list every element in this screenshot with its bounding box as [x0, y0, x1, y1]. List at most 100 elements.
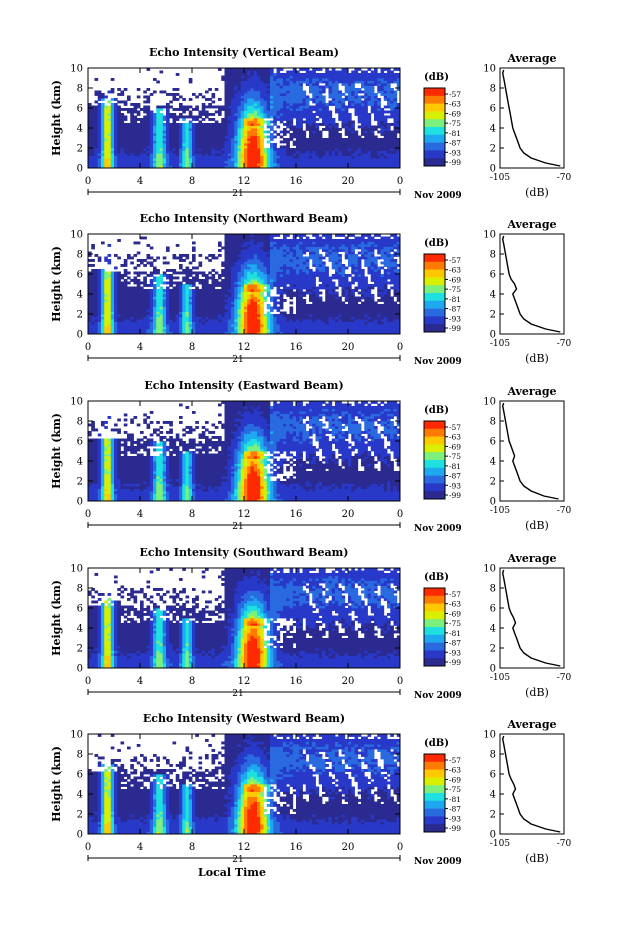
profile-x-label: (dB) [525, 186, 549, 199]
heatmap-cell [208, 259, 212, 262]
heatmap-cell [264, 244, 268, 247]
heatmap-cell [238, 257, 242, 260]
heatmap-cell [117, 138, 121, 141]
heatmap-cell [130, 158, 134, 161]
heatmap-cell [322, 116, 326, 119]
heatmap-cell [264, 103, 268, 106]
heatmap-cell [234, 237, 238, 240]
heatmap-cell [199, 131, 203, 134]
heatmap-cell [260, 237, 264, 240]
heatmap-cell [234, 146, 238, 149]
heatmap-cell [241, 312, 245, 315]
heatmap-cell [260, 254, 264, 257]
heatmap-cell [251, 244, 255, 247]
heatmap-cell [212, 156, 216, 159]
heatmap-cell [98, 287, 102, 290]
heatmap-cell [241, 156, 245, 159]
heatmap-cell [182, 309, 186, 312]
heatmap-cell [212, 126, 216, 129]
heatmap-cell [127, 131, 131, 134]
heatmap-cell [299, 128, 303, 131]
heatmap-cell [208, 141, 212, 144]
heatmap-cell [111, 161, 115, 164]
heatmap-cell [95, 111, 99, 114]
heatmap-cell [108, 126, 112, 129]
heatmap-cell [156, 131, 160, 134]
heatmap-cell [257, 86, 261, 89]
profile-y-tick-label: 10 [483, 64, 496, 75]
heatmap-cell [332, 121, 336, 124]
heatmap-cell [251, 86, 255, 89]
heatmap-cell [332, 153, 336, 156]
heatmap-cell [257, 123, 261, 126]
heatmap-cell [195, 312, 199, 315]
heatmap-cell [260, 324, 264, 327]
heatmap-cell [241, 242, 245, 245]
heatmap-cell [270, 319, 274, 322]
heatmap-cell [254, 329, 258, 332]
heatmap-cell [332, 136, 336, 139]
heatmap-cell [348, 163, 352, 166]
heatmap-cell [364, 156, 368, 159]
heatmap-cell [257, 126, 261, 129]
heatmap-cell [286, 118, 290, 121]
heatmap-cell [303, 73, 307, 76]
heatmap-cell [124, 282, 128, 285]
heatmap-cell [173, 309, 177, 312]
heatmap-cell [218, 146, 222, 149]
heatmap-cell [247, 163, 251, 166]
heatmap-cell [322, 161, 326, 164]
heatmap-cell [247, 252, 251, 255]
heatmap-cell [234, 239, 238, 242]
heatmap-cell [377, 108, 381, 111]
heatmap-cell [143, 307, 147, 310]
profile-x-tick-label: -105 [490, 173, 510, 183]
heatmap-cell [173, 272, 177, 275]
heatmap-cell [335, 136, 339, 139]
heatmap-cell [192, 108, 196, 111]
heatmap-cell [127, 146, 131, 149]
heatmap-cell [254, 259, 258, 262]
heatmap-cell [251, 237, 255, 240]
heatmap-cell [153, 136, 157, 139]
heatmap-cell [277, 158, 281, 161]
heatmap-cell [251, 121, 255, 124]
heatmap-cell [137, 264, 141, 267]
heatmap-cell [225, 324, 229, 327]
heatmap-cell [355, 133, 359, 136]
heatmap-cell [355, 78, 359, 81]
heatmap-cell [384, 158, 388, 161]
heatmap-cell [176, 324, 180, 327]
heatmap-cell [238, 327, 242, 330]
heatmap-cell [195, 302, 199, 305]
heatmap-cell [238, 289, 242, 292]
heatmap-cell [364, 78, 368, 81]
heatmap-cell [299, 121, 303, 124]
heatmap-cell [192, 131, 196, 134]
heatmap-cell [270, 73, 274, 76]
heatmap-cell [309, 86, 313, 89]
heatmap-cell [374, 73, 378, 76]
heatmap-cell [166, 136, 170, 139]
heatmap-cell [273, 151, 277, 154]
heatmap-cell [98, 143, 102, 146]
heatmap-cell [202, 297, 206, 300]
heatmap-cell [345, 158, 349, 161]
heatmap-cell [182, 259, 186, 262]
heatmap-cell [374, 96, 378, 99]
heatmap-cell [238, 108, 242, 111]
heatmap-cell [257, 327, 261, 330]
heatmap-cell [381, 108, 385, 111]
heatmap-cell [111, 324, 115, 327]
heatmap-cell [218, 141, 222, 144]
heatmap-cell [192, 289, 196, 292]
heatmap-cell [163, 299, 167, 302]
heatmap-cell [247, 247, 251, 250]
heatmap-cell [338, 91, 342, 94]
heatmap-cell [117, 131, 121, 134]
heatmap-cell [247, 307, 251, 310]
heatmap-cell [199, 146, 203, 149]
heatmap-cell [293, 247, 297, 250]
heatmap-cell [280, 322, 284, 325]
heatmap-cell [143, 314, 147, 317]
